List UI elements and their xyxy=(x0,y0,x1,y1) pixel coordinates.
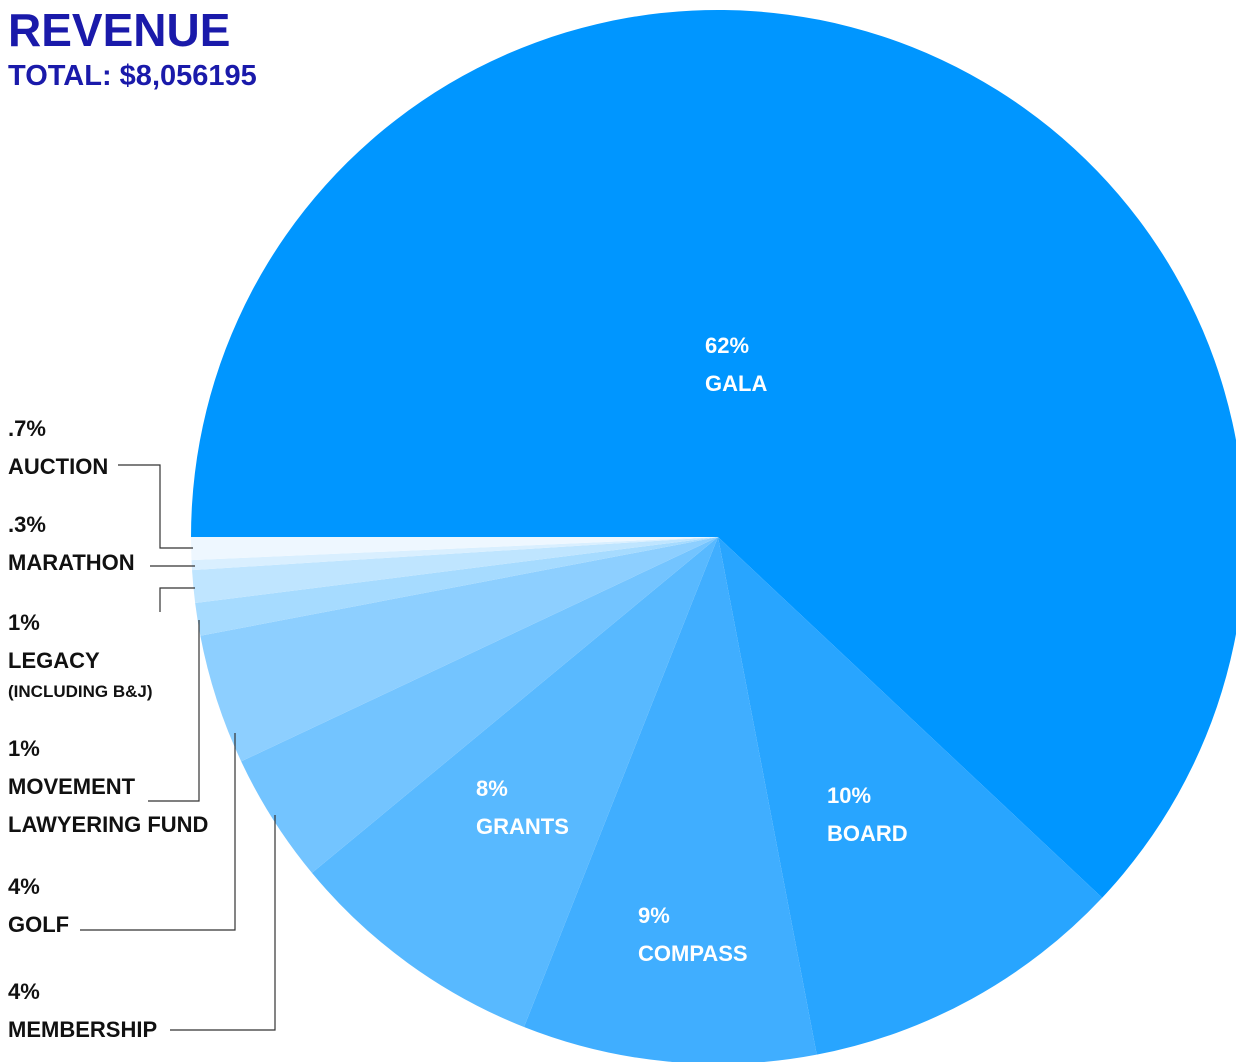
slice-value-label: 62% xyxy=(705,333,750,358)
slice-category-label: LEGACY xyxy=(8,648,100,673)
pie-slice xyxy=(191,537,718,561)
slice-category-label: BOARD xyxy=(827,821,908,846)
slice-value-label: 1% xyxy=(8,736,40,761)
pie-slice xyxy=(191,10,1236,898)
slice-category-label: GALA xyxy=(705,371,768,396)
slice-label: 4% MEMBERSHIP xyxy=(8,973,157,1049)
slice-label: 62% GALA xyxy=(705,327,767,403)
slice-value-label: 1% xyxy=(8,610,40,635)
slice-category-label: GRANTS xyxy=(476,814,569,839)
slice-label: 1% MOVEMENT LAWYERING FUND xyxy=(8,730,233,844)
slice-value-label: .3% xyxy=(8,512,46,537)
slice-label: 10% BOARD xyxy=(827,777,908,853)
slice-value-label: .7% xyxy=(8,416,46,441)
slice-value-label: 8% xyxy=(476,776,508,801)
slice-value-label: 4% xyxy=(8,979,40,1004)
slice-category-label: AUCTION xyxy=(8,454,109,479)
chart-title: REVENUE xyxy=(8,4,231,56)
leader-line xyxy=(159,587,195,612)
slice-value-label: 9% xyxy=(638,903,670,928)
pie-slice xyxy=(523,537,817,1062)
pie-slice xyxy=(192,537,718,604)
pie-slice xyxy=(191,537,718,571)
slice-label: 4% GOLF xyxy=(8,868,69,944)
slice-category-label: COMPASS xyxy=(638,941,748,966)
slice-category-label: GOLF xyxy=(8,912,70,937)
leader-line xyxy=(118,464,193,549)
slice-note: (INCLUDING B&J) xyxy=(8,682,153,701)
chart-subtitle: TOTAL: $8,056195 xyxy=(8,60,257,92)
slice-value-label: 10% xyxy=(827,783,872,808)
slice-category-label: MARATHON xyxy=(8,550,135,575)
slice-value-label: 4% xyxy=(8,874,40,899)
pie-slice xyxy=(195,537,719,636)
leader-line xyxy=(80,733,236,931)
slice-label: 9% COMPASS xyxy=(638,897,748,973)
pie-slice xyxy=(200,537,719,762)
leader-line xyxy=(170,815,276,1031)
slice-label: .7% AUCTION xyxy=(8,410,108,486)
pie-slice xyxy=(311,537,718,1027)
slice-category-label: MOVEMENT LAWYERING FUND xyxy=(8,774,209,837)
pie-slice xyxy=(718,537,1103,1055)
slice-label: 1% LEGACY (INCLUDING B&J) xyxy=(8,604,153,704)
slice-category-label: MEMBERSHIP xyxy=(8,1017,158,1042)
slice-label: .3% MARATHON xyxy=(8,506,135,582)
leader-line xyxy=(148,620,200,802)
slice-label: 8% GRANTS xyxy=(476,770,569,846)
pie-slice xyxy=(241,537,719,873)
